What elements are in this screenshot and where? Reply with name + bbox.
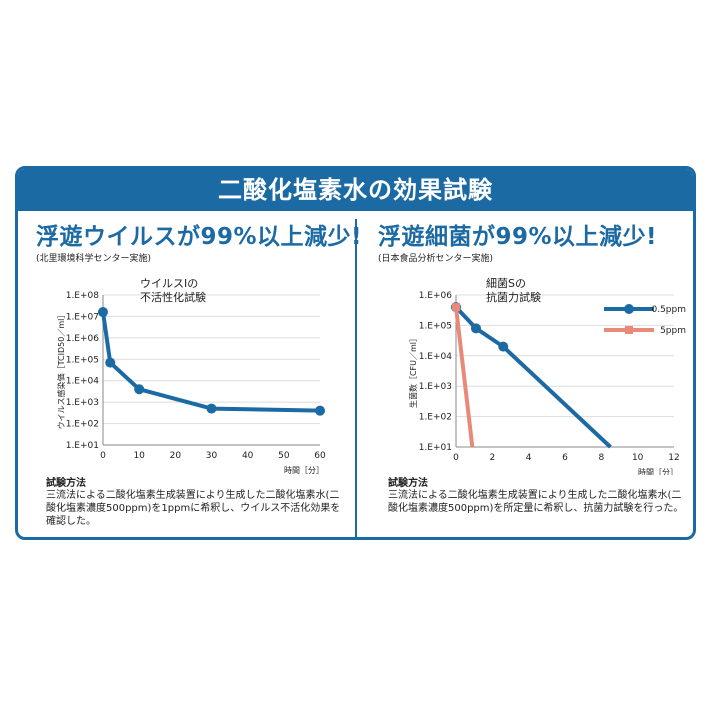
y-tick-label: 1.E+06 — [66, 334, 100, 344]
legend-label: 0.5ppm — [651, 305, 686, 315]
series-line — [101, 311, 321, 413]
x-tick-label: 10 — [632, 453, 644, 463]
data-point — [98, 307, 108, 318]
virus-chart: 1.E+01 1.E+02 1.E+03 1.E+04 1.E+05 1.E+06 1.E+… — [56, 277, 326, 475]
bacteria-method-title: 試験方法 — [388, 478, 428, 489]
x-tick-label: 20 — [170, 451, 182, 461]
y-tick-label: 1.E+05 — [66, 355, 99, 365]
data-point — [452, 303, 460, 312]
legend-marker — [624, 304, 634, 314]
y-tick-label: 1.E+06 — [419, 291, 453, 301]
legend-marker — [625, 326, 633, 334]
y-axis-label: 生菌数［CFU／ml］ — [408, 334, 418, 408]
chart-title: ウイルスIの — [140, 277, 198, 290]
x-axis-label: 時間［分］ — [284, 466, 324, 475]
data-point — [105, 357, 116, 368]
y-tick-label: 1.E+08 — [66, 291, 100, 301]
x-tick-label: 6 — [562, 453, 568, 463]
data-point — [315, 405, 325, 416]
y-axis-label: ウイルス感染価［TCID50／ml］ — [56, 311, 66, 430]
y-tick-label: 1.E+01 — [419, 443, 452, 453]
bacteria-method-body: 三流法による二酸化塩素生成装置により生成した二酸化塩素水(二酸化塩素濃度500p… — [388, 490, 684, 514]
x-tick-label: 8 — [598, 453, 604, 463]
x-tick-label: 30 — [206, 451, 218, 461]
effect-test-card: 二酸化塩素水の効果試験 浮遊ウイルスが99%以上減少! (北里環境科学センター実… — [15, 166, 696, 540]
series-line — [454, 306, 475, 448]
banner-title: 二酸化塩素水の効果試験 — [18, 169, 693, 211]
legend-label: 5ppm — [660, 326, 686, 336]
bacteria-panel: 浮遊細菌が99%以上減少! (日本食品分析センター実施) 1.E+01 1.E+0… — [360, 169, 690, 537]
virus-method-title: 試験方法 — [46, 478, 86, 489]
virus-panel: 浮遊ウイルスが99%以上減少! (北里環境科学センター実施) 1.E+01 1.E… — [18, 169, 362, 537]
x-tick-label: 2 — [489, 453, 495, 463]
x-tick-label: 12 — [668, 453, 679, 463]
x-tick-label: 40 — [242, 451, 254, 461]
series-line — [454, 305, 612, 449]
data-point — [206, 403, 217, 414]
y-tick-label: 1.E+01 — [66, 441, 99, 451]
x-tick-label: 4 — [526, 453, 532, 463]
y-tick-label: 1.E+04 — [419, 352, 453, 362]
y-tick-label: 1.E+05 — [419, 321, 452, 331]
panel-divider — [355, 219, 357, 537]
x-axis-label: 時間［分］ — [638, 468, 678, 475]
bacteria-source: (日本食品分析センター実施) — [378, 254, 494, 264]
virus-source: (北里環境科学センター実施) — [36, 254, 152, 264]
data-point — [134, 384, 145, 395]
y-tick-label: 1.E+07 — [66, 312, 99, 322]
x-tick-label: 0 — [100, 451, 106, 461]
virus-headline: 浮遊ウイルスが99%以上減少! — [36, 224, 363, 250]
x-tick-label: 0 — [453, 453, 459, 463]
y-tick-label: 1.E+03 — [66, 398, 99, 408]
x-tick-label: 10 — [133, 451, 145, 461]
x-tick-label: 50 — [278, 451, 290, 461]
y-tick-label: 1.E+03 — [419, 382, 452, 392]
data-point — [498, 341, 509, 352]
data-point — [470, 323, 481, 334]
chart-title: 抗菌力試験 — [486, 290, 541, 304]
y-tick-label: 1.E+02 — [419, 413, 452, 423]
y-tick-label: 1.E+04 — [66, 377, 100, 387]
chart-title: 不活性化試験 — [140, 290, 206, 304]
bacteria-headline: 浮遊細菌が99%以上減少! — [378, 224, 658, 250]
virus-method-body: 三流法による二酸化塩素生成装置により生成した二酸化塩素水(二酸化塩素濃度500p… — [46, 490, 341, 527]
x-tick-label: 60 — [314, 451, 326, 461]
bacteria-chart: 1.E+01 1.E+02 1.E+03 1.E+04 1.E+05 1.E+06 0 2 4 6… — [408, 277, 686, 475]
y-tick-label: 1.E+02 — [66, 420, 99, 430]
chart-title: 細菌Sの — [486, 277, 526, 290]
